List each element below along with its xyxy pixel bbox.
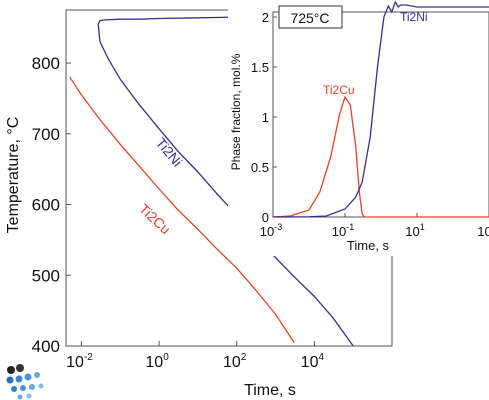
main-x-axis-label: Time, s <box>244 382 296 399</box>
inset-x-axis-label: Time, s <box>347 238 390 253</box>
inset-y-tick-label: 0 <box>262 210 269 225</box>
inset-title-box <box>278 5 343 29</box>
main-x-tick-exponent: 2 <box>241 352 247 363</box>
main-x-tick-exponent: 4 <box>318 352 324 363</box>
logo-dot <box>16 364 24 372</box>
main-x-tick-label: 102 <box>223 352 247 371</box>
logo-dot <box>7 366 15 374</box>
inset-x-tick-exponent: 1 <box>420 222 425 232</box>
main-x-tick-exponent: -2 <box>84 352 93 363</box>
main-y-tick-label: 600 <box>32 196 60 215</box>
logo-dot <box>11 386 17 392</box>
inset-y-axis-label: Phase fraction, mol.% <box>229 53 243 170</box>
inset-y-tick-label: 1 <box>262 110 269 125</box>
logo-dot <box>20 385 26 391</box>
inset-label-ti2cu: Ti2Cu <box>323 83 355 97</box>
inset-title: 725°C <box>290 10 329 26</box>
main-x-tick-label: 100 <box>145 352 169 371</box>
inset-y-tick-label: 1.5 <box>251 60 269 75</box>
logo-dot <box>15 375 23 383</box>
logo-dot <box>34 372 40 378</box>
inset-y-tick-label: 0.5 <box>251 160 269 175</box>
logo-dot <box>38 383 44 389</box>
inset-series-ti2ni-line <box>272 0 489 218</box>
logo-dot <box>17 394 23 400</box>
main-x-tick-exponent: 0 <box>163 352 169 363</box>
logo-dot <box>29 384 35 390</box>
main-y-axis-label: Temperature, °C <box>5 117 22 234</box>
main-y-tick-label: 500 <box>32 266 60 285</box>
main-y-tick-label: 800 <box>32 54 60 73</box>
logo-dot <box>6 376 14 384</box>
logo-dots-icon <box>6 364 44 400</box>
inset-y-tick-label: 2 <box>262 10 269 25</box>
main-y-tick-label: 400 <box>32 337 60 356</box>
logo-dot <box>24 373 32 381</box>
inset-x-tick-exponent: -1 <box>346 222 354 232</box>
main-x-tick-label: 104 <box>301 352 325 371</box>
main-y-tick-label: 700 <box>32 125 60 144</box>
main-series-ti2cu-line <box>69 76 295 343</box>
main-series-ti2ni-line <box>99 41 354 347</box>
main-x-tick-label: 10-2 <box>66 352 93 371</box>
inset-x-tick-exponent: -3 <box>274 222 282 232</box>
logo-dot <box>26 393 32 399</box>
inset-label-ti2ni: Ti2Ni <box>400 10 428 24</box>
inset-series-ti2cu-line <box>272 95 489 218</box>
inset-x-tick-label: 103 <box>477 222 489 239</box>
inset-plot-frame <box>272 11 489 218</box>
